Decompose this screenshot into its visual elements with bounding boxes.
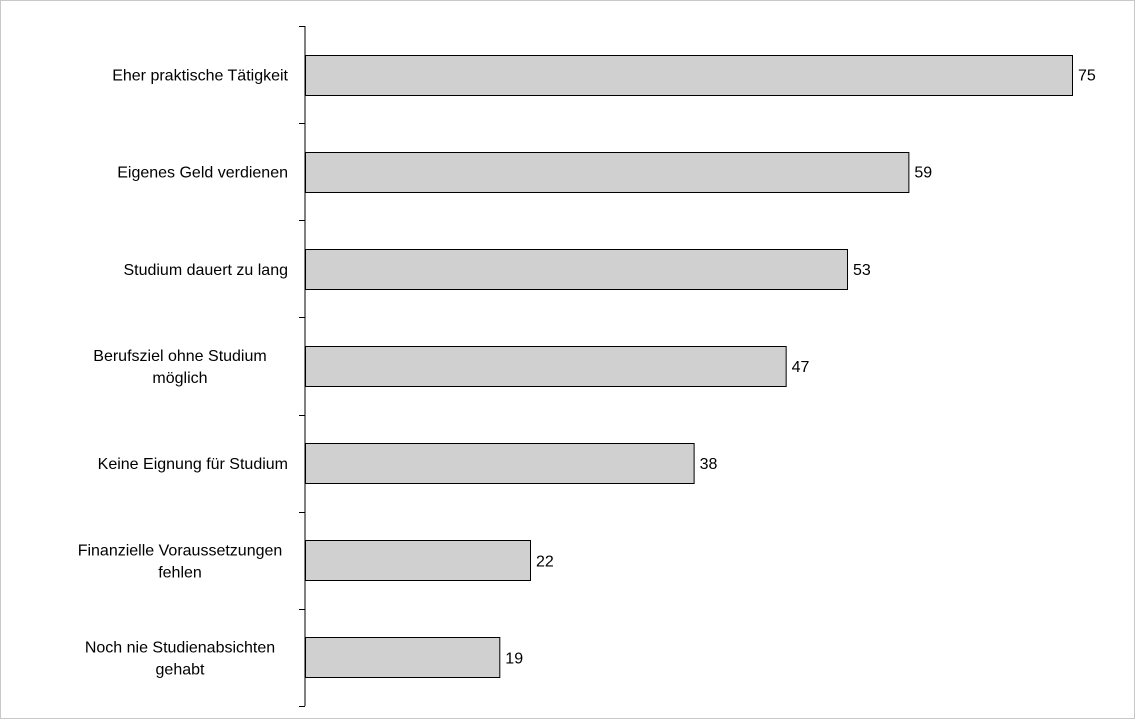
category-label-line: gehabt [156, 661, 205, 678]
category-label: Noch nie Studienabsichten gehabt [85, 639, 275, 678]
data-label: 53 [853, 262, 871, 279]
category-label: Keine Eignung für Studium [98, 456, 288, 473]
category-label-line: Eher praktische Tätigkeit [112, 68, 288, 85]
bar [305, 55, 1073, 96]
category-label-line: Berufsziel ohne Studium [93, 348, 266, 365]
bar [305, 152, 910, 193]
bar [305, 346, 787, 387]
bar [305, 443, 695, 484]
category-label-line: Eigenes Geld verdienen [117, 165, 288, 182]
bar [305, 249, 849, 290]
category-label: Finanzielle Voraussetzungen fehlen [78, 542, 283, 581]
category-label-line: Finanzielle Voraussetzungen [78, 542, 283, 559]
bars-layer [305, 55, 1073, 678]
category-label-line: möglich [152, 370, 207, 387]
value-labels: 75 59 53 47 38 22 19 [505, 68, 1096, 668]
category-label: Eher praktische Tätigkeit [112, 68, 288, 85]
data-label: 59 [914, 165, 932, 182]
category-label-line: fehlen [158, 564, 202, 581]
y-axis [299, 26, 306, 707]
category-label-line: Keine Eignung für Studium [98, 456, 288, 473]
data-label: 47 [792, 359, 810, 376]
category-label: Berufsziel ohne Studium möglich [93, 348, 266, 387]
data-label: 22 [536, 553, 554, 570]
category-label: Eigenes Geld verdienen [117, 165, 288, 182]
category-label-line: Noch nie Studienabsichten [85, 639, 275, 656]
data-label: 75 [1078, 68, 1096, 85]
category-labels: Eher praktische Tätigkeit Eigenes Geld ve… [78, 68, 289, 679]
data-label: 19 [505, 650, 523, 667]
bar [305, 637, 501, 678]
category-label-line: Studium dauert zu lang [123, 262, 288, 279]
bar [305, 540, 531, 581]
data-label: 38 [700, 456, 718, 473]
category-label: Studium dauert zu lang [123, 262, 288, 279]
